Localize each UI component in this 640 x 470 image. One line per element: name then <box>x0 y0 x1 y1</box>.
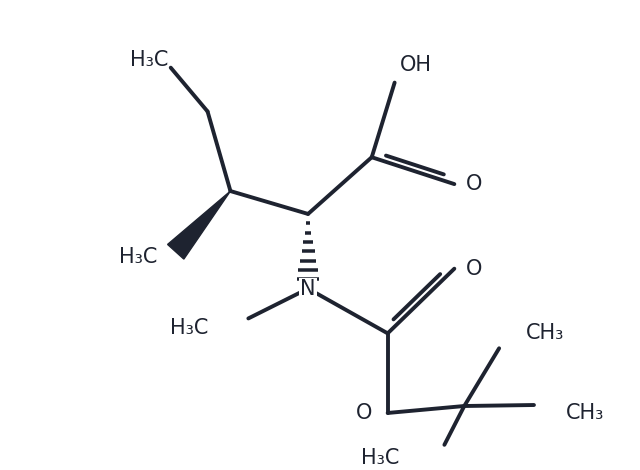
Text: H₃C: H₃C <box>170 318 209 338</box>
Text: O: O <box>467 174 483 194</box>
Text: O: O <box>356 403 372 423</box>
Text: OH: OH <box>399 55 431 75</box>
Text: H₃C: H₃C <box>130 50 168 70</box>
Text: H₃C: H₃C <box>361 448 399 468</box>
Polygon shape <box>168 191 230 259</box>
Text: O: O <box>467 258 483 279</box>
Text: N: N <box>300 279 316 298</box>
Text: H₃C: H₃C <box>120 247 158 267</box>
Text: CH₃: CH₃ <box>526 323 564 344</box>
Text: CH₃: CH₃ <box>566 403 604 423</box>
